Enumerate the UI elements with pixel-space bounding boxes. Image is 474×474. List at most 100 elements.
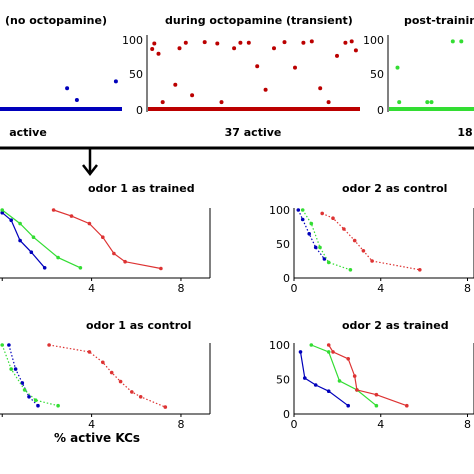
top-panel-3-point-0 — [395, 65, 400, 70]
panel-odor2-control-x-tick-4: 4 — [377, 282, 384, 295]
panel-odor2-control-series-2-point-1 — [331, 216, 335, 220]
bottom-panels-axes: 4 8 0 50 100 0 4 8 4 8 0 50 100 0 4 8 — [0, 204, 474, 431]
panel-odor2-control-series-2-point-6 — [418, 268, 422, 272]
panel-odor1-trained-title: odor 1 as trained — [88, 182, 195, 195]
top-panel-2-point-24 — [349, 39, 354, 44]
panel-odor2-control-y-tick-50: 50 — [276, 238, 290, 251]
panel-odor1-trained-series-0-point-1 — [9, 218, 13, 222]
panel-odor2-trained-series-2-point-2 — [346, 357, 351, 361]
top-y-tick-100: 100 — [122, 34, 143, 47]
panel-odor1-control-series-2-point-2 — [101, 360, 105, 365]
top-panel-2-point-26 — [173, 82, 178, 87]
top-panel-2-point-9 — [219, 100, 224, 105]
panel-odor2-control-series-1-line — [302, 209, 351, 271]
panel-odor1-control-series-2-point-5 — [130, 390, 134, 394]
panel-odor1-trained-series-2-line — [53, 209, 162, 270]
panel-odor2-control-title: odor 2 as control — [342, 182, 447, 195]
panel-odor1-control-series-1-point-3 — [33, 398, 38, 403]
top-panel-2-point-12 — [246, 40, 251, 45]
arrow-head-icon — [82, 164, 98, 177]
panel-odor2-trained-series-0-line — [299, 351, 349, 407]
top-panel-2-point-20 — [318, 86, 323, 91]
panel-odor1-trained-series-0-point-3 — [29, 250, 34, 254]
top-panel-2-point-15 — [272, 46, 276, 51]
panel-odor2-trained-series-0-point-0 — [298, 350, 303, 354]
top-panel-2-point-16 — [282, 40, 287, 45]
panel-odor1-control-title: odor 1 as control — [86, 319, 191, 332]
top-panel-2-point-19 — [309, 39, 314, 44]
top-panel-2-point-0 — [150, 47, 155, 51]
top-panel-2-point-11 — [238, 40, 243, 45]
panel-odor1-trained-series-2-point-1 — [69, 214, 74, 218]
top-y-tick-0: 0 — [136, 104, 143, 117]
panel-odor2-control-series-2-point-2 — [342, 227, 346, 231]
panel-odor2-control-series-1-point-1 — [309, 221, 314, 226]
top-panel-2-point-22 — [335, 53, 339, 58]
panel-odor2-trained-series-0-point-3 — [326, 389, 331, 394]
panel-odor1-trained-series-0-line — [1, 212, 46, 269]
top-panel-2-point-8 — [215, 41, 220, 46]
panel-odor1-trained-series-1-point-1 — [18, 221, 22, 226]
panel-odor2-control-series-0-point-0 — [296, 208, 301, 212]
panel-odor1-control-series-0-point-2 — [20, 381, 25, 385]
panel-odor1-trained-series-0-point-2 — [18, 238, 22, 243]
panel-odor2-trained-series-2-point-5 — [374, 392, 379, 397]
panel-odor2-trained-series-2-line — [328, 344, 408, 407]
bottom-panels-series — [0, 208, 422, 409]
panel-odor2-control-series-0-point-1 — [300, 217, 305, 222]
panel-odor1-control-series-0-line — [8, 344, 39, 407]
panel-odor2-control-series-2-point-5 — [370, 259, 374, 263]
top-panel-3-title: post-trainin — [404, 14, 474, 27]
panel-odor1-control-x-tick-8: 8 — [177, 418, 184, 431]
top-y-tick-50: 50 — [129, 68, 143, 81]
panel-odor2-control-series-2-point-3 — [352, 238, 357, 243]
panel-odor2-control-series-1-point-3 — [326, 260, 331, 265]
top-row-scatter-points — [65, 39, 464, 105]
panel-odor1-control-series-1-point-4 — [56, 403, 60, 408]
panel-odor1-control-series-1-point-2 — [22, 388, 27, 392]
top-panel-2-point-13 — [255, 64, 260, 69]
top-panel-3-point-3 — [429, 100, 434, 105]
panel-odor1-trained-series-2-point-3 — [101, 235, 105, 239]
x-axis-label: % active KCs — [54, 431, 140, 445]
panel-odor1-control-series-0-point-4 — [36, 403, 40, 408]
top-panel-3-point-4 — [450, 39, 455, 44]
panel-odor2-control-y-tick-100: 100 — [269, 204, 290, 217]
panel-odor1-trained-series-0-point-4 — [42, 266, 47, 270]
top-panel-2-point-25 — [353, 48, 358, 53]
panel-odor2-trained-x-tick-8: 8 — [464, 418, 471, 431]
panel-odor1-trained-series-2-point-4 — [112, 251, 116, 256]
panel-odor2-trained-series-2-point-0 — [326, 343, 331, 347]
top-panel-3-point-5 — [459, 39, 464, 44]
top-panel-1-point-1 — [74, 98, 79, 102]
top-panel-1-point-0 — [65, 86, 70, 91]
top-panel-1-point-2 — [113, 79, 118, 84]
panel-odor2-trained-series-2-point-6 — [405, 403, 409, 408]
panel-odor2-trained-x-tick-0: 0 — [291, 418, 298, 431]
panel-odor2-trained-series-0-point-1 — [303, 376, 307, 380]
panel-odor1-trained-series-1-line — [1, 209, 81, 269]
panel-odor2-control-series-1-point-0 — [300, 208, 305, 212]
panel-odor2-trained-y-tick-100: 100 — [269, 339, 290, 352]
panel-odor2-control-series-0-point-4 — [322, 257, 327, 261]
panel-odor1-control-series-2-point-6 — [138, 395, 143, 399]
panel-odor2-trained-series-1-point-2 — [337, 379, 342, 383]
top-panel-1-count: active — [9, 126, 47, 139]
panel-odor2-control-series-1-point-2 — [318, 245, 322, 250]
panel-odor2-control-series-0-line — [297, 209, 325, 260]
panel-odor1-control-series-1-point-1 — [9, 367, 13, 371]
panel-odor2-trained-series-2-point-1 — [331, 350, 335, 354]
panel-odor2-trained-series-0-point-4 — [346, 403, 351, 408]
top-panel-3-point-1 — [397, 100, 402, 105]
panel-odor1-trained-x-tick-8: 8 — [177, 282, 184, 295]
top-panel-2-point-14 — [263, 87, 268, 92]
top-panel-2-count: 37 active — [225, 126, 282, 139]
panel-odor1-control-series-0-point-1 — [13, 367, 18, 371]
top-panel-2-point-5 — [183, 40, 188, 45]
panel-odor2-control-series-1-point-4 — [348, 268, 353, 272]
panel-odor2-trained-series-1-point-1 — [326, 350, 331, 354]
top-panel-2-point-3 — [160, 100, 165, 105]
top-panel-2-point-17 — [293, 65, 297, 70]
panel-odor1-control-series-2-point-4 — [118, 379, 123, 384]
